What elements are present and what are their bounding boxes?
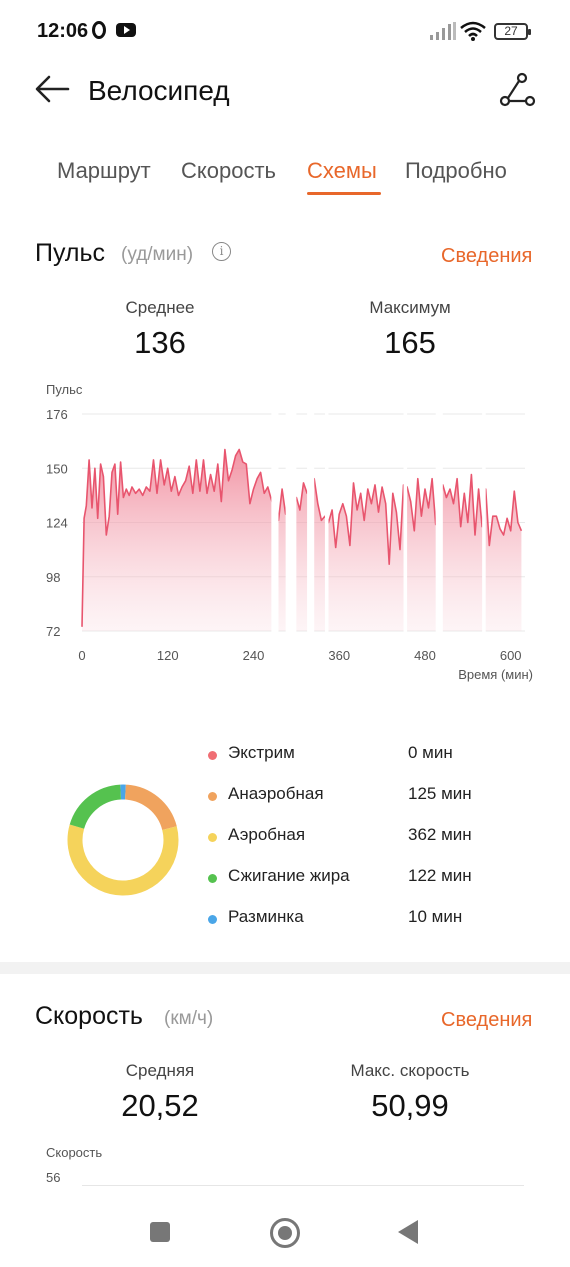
wifi-icon (460, 21, 486, 41)
zone-minutes: 10 мин (408, 907, 463, 926)
chart-x-tick-label: 360 (328, 648, 350, 663)
zone-minutes: 0 мин (408, 743, 453, 762)
tab-details[interactable]: Подробно (405, 158, 507, 183)
zone-color-dot (208, 915, 217, 924)
pulse-section-title: Пульс (35, 239, 106, 267)
route-share-icon[interactable] (498, 72, 536, 108)
section-divider (0, 962, 570, 974)
heart-rate-chart: Пульс Время (мин) 176 150 124 98 72 0 120 240 36… (46, 382, 533, 682)
system-back-button[interactable] (398, 1220, 418, 1244)
tab-speed[interactable]: Скорость (181, 158, 277, 183)
zones-donut-chart (67, 784, 179, 896)
app-bar: Велосипед (0, 62, 570, 122)
chart-y-tick-label: 124 (46, 516, 68, 531)
donut-slice (69, 784, 122, 830)
chart-x-tick-label: 240 (243, 648, 265, 663)
speed-chart-y-tick: 56 (46, 1170, 61, 1185)
status-time: 12:06 (37, 20, 89, 42)
zone-color-dot (208, 874, 217, 883)
speed-max-label: Макс. скорость (350, 1061, 470, 1080)
chart-y-tick-label: 72 (46, 624, 60, 639)
pulse-unit: (уд/мин) (121, 244, 194, 265)
pulse-avg-label: Среднее (125, 298, 195, 317)
speed-section-title: Скорость (35, 1002, 143, 1030)
speed-avg-label: Средняя (125, 1061, 195, 1080)
tab-schemes[interactable]: Схемы (307, 158, 377, 183)
zone-name: Сжигание жира (228, 866, 350, 885)
opera-icon (92, 21, 106, 39)
recents-button[interactable] (150, 1222, 170, 1242)
home-button[interactable] (270, 1218, 300, 1248)
chart-y-tick-label: 176 (46, 407, 68, 422)
chart-data-gap (271, 412, 279, 633)
zone-minutes: 122 мин (408, 866, 472, 885)
zone-name: Разминка (228, 907, 304, 926)
pulse-details-link[interactable]: Сведения (441, 245, 533, 267)
speed-chart-y-axis-label: Скорость (46, 1145, 103, 1160)
status-bar: 12:06 27 (0, 0, 570, 62)
page-title: Велосипед (88, 75, 230, 106)
chart-x-tick-label: 480 (414, 648, 436, 663)
zone-name: Аэробная (228, 825, 306, 844)
chart-data-gap (435, 412, 443, 633)
chart-data-gap (482, 412, 486, 633)
info-icon[interactable]: i (212, 242, 231, 261)
speed-max-value: 50,99 (371, 1088, 449, 1123)
chart-x-tick-label: 120 (157, 648, 179, 663)
chart-x-tick-label: 600 (500, 648, 522, 663)
battery-icon: 27 (494, 23, 531, 40)
chart-y-tick-label: 150 (46, 461, 68, 476)
heart-rate-zones: Экстрим 0 мин Анаэробная 125 мин Аэробна… (0, 735, 570, 945)
tab-route[interactable]: Маршрут (57, 158, 151, 183)
zone-minutes: 125 мин (408, 784, 472, 803)
zone-row: Аэробная 362 мин (208, 825, 508, 849)
chart-data-gap (324, 412, 329, 633)
chart-y-axis-label: Пульс (46, 382, 83, 397)
signal-icon (430, 22, 456, 40)
zone-row: Сжигание жира 122 мин (208, 866, 508, 890)
tab-bar: Маршрут Скорость Схемы Подробно (0, 150, 570, 200)
heart-rate-area (82, 449, 522, 631)
zone-name: Анаэробная (228, 784, 324, 803)
zone-color-dot (208, 833, 217, 842)
chart-data-gap (403, 412, 408, 633)
donut-slice (67, 824, 179, 896)
zone-row: Экстрим 0 мин (208, 743, 508, 767)
zone-row: Разминка 10 мин (208, 907, 508, 931)
chart-data-gap (307, 412, 315, 633)
chart-y-tick-label: 98 (46, 570, 60, 585)
pulse-avg-value: 136 (134, 325, 186, 360)
chart-x-axis-label: Время (мин) (458, 667, 533, 682)
chart-x-tick-label: 0 (78, 648, 85, 663)
back-arrow-icon[interactable] (34, 74, 70, 104)
zone-color-dot (208, 792, 217, 801)
speed-unit: (км/ч) (164, 1008, 214, 1029)
chart-data-gap (285, 412, 297, 633)
heart-rate-line (81, 448, 523, 627)
zone-name: Экстрим (228, 743, 295, 762)
speed-chart-gridline (82, 1185, 524, 1186)
active-tab-indicator (307, 192, 381, 195)
zone-color-dot (208, 751, 217, 760)
pulse-max-label: Максимум (369, 298, 451, 317)
speed-avg-value: 20,52 (121, 1088, 199, 1123)
speed-details-link[interactable]: Сведения (441, 1009, 533, 1031)
youtube-icon (116, 23, 136, 37)
zone-row: Анаэробная 125 мин (208, 784, 508, 808)
donut-slice (124, 784, 177, 831)
pulse-max-value: 165 (384, 325, 436, 360)
zone-minutes: 362 мин (408, 825, 472, 844)
